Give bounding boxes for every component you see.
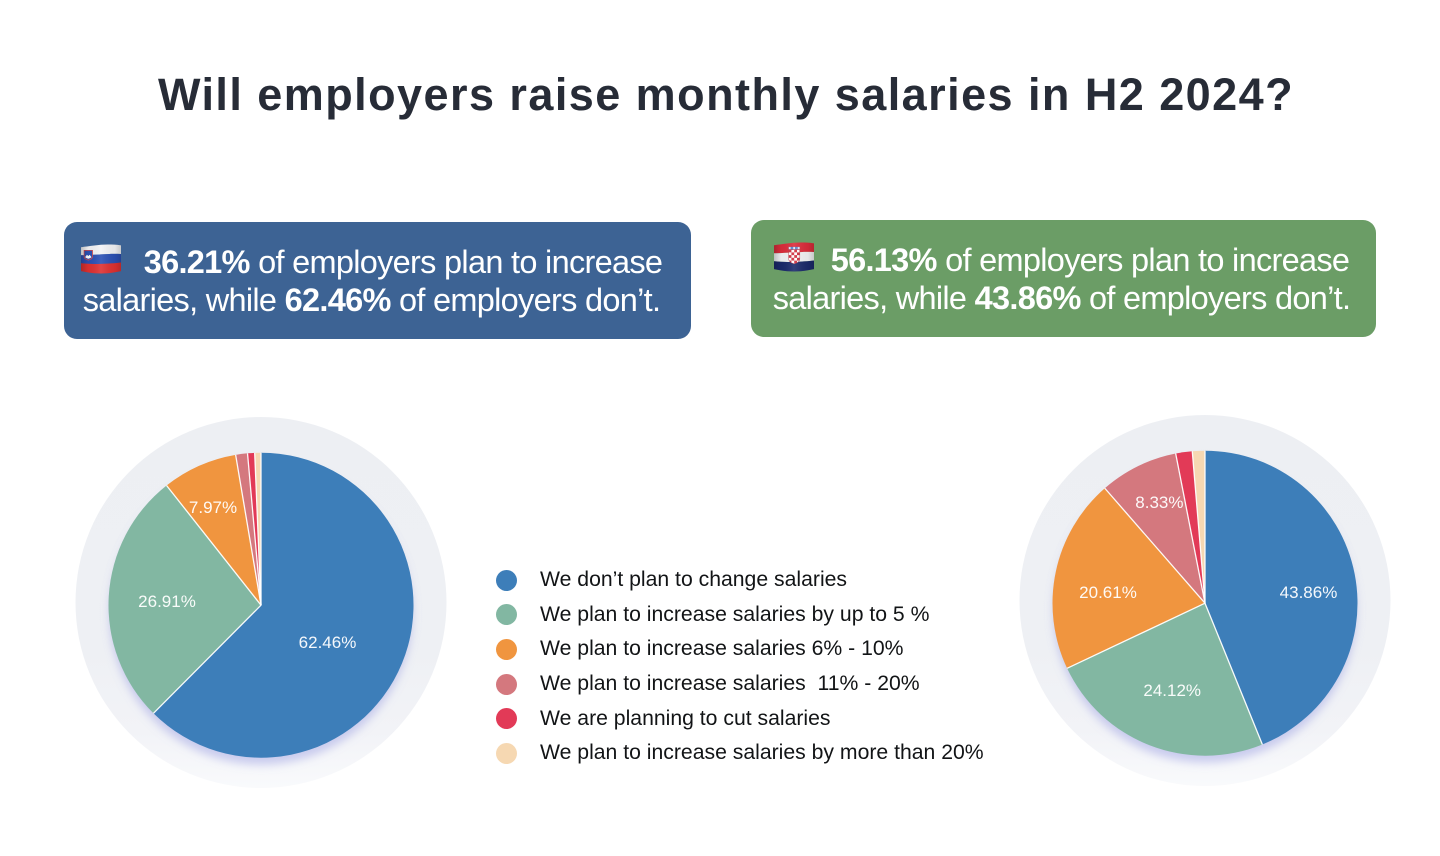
svg-text:43.86%: 43.86% (1280, 583, 1338, 602)
svg-text:20.61%: 20.61% (1079, 583, 1137, 602)
svg-text:8.33%: 8.33% (1135, 493, 1183, 512)
svg-text:7.97%: 7.97% (189, 498, 237, 517)
svg-text:62.46%: 62.46% (299, 633, 357, 652)
svg-text:26.91%: 26.91% (138, 592, 196, 611)
svg-text:24.12%: 24.12% (1143, 681, 1201, 700)
